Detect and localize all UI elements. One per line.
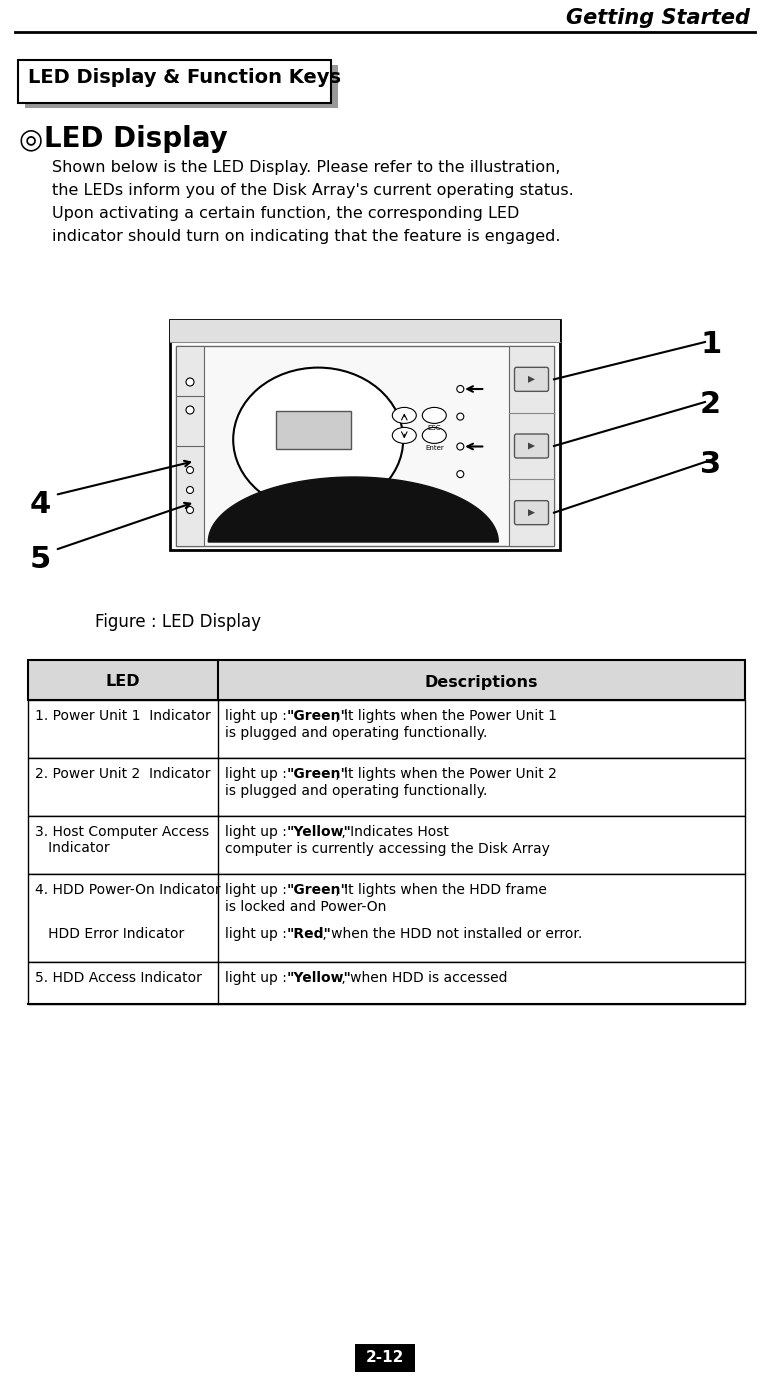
Circle shape [186, 506, 193, 513]
Bar [25, 65, 338, 108]
Bar [28, 659, 745, 700]
Text: light up :: light up : [225, 825, 291, 839]
Circle shape [457, 413, 464, 420]
Bar [355, 1344, 415, 1372]
Text: , It lights when the HDD frame: , It lights when the HDD frame [330, 883, 547, 897]
Text: light up :: light up : [225, 883, 291, 897]
Text: computer is currently accessing the Disk Array: computer is currently accessing the Disk… [225, 842, 550, 855]
Text: 1. Power Unit 1  Indicator: 1. Power Unit 1 Indicator [35, 709, 211, 723]
Ellipse shape [392, 408, 417, 423]
Text: LED Display & Function Keys: LED Display & Function Keys [28, 68, 341, 88]
Text: "Green": "Green" [286, 709, 349, 723]
Text: 2-12: 2-12 [366, 1351, 404, 1366]
FancyBboxPatch shape [514, 434, 548, 458]
Text: LED: LED [105, 675, 140, 690]
Text: 3: 3 [700, 451, 721, 479]
Text: , it lights when the Power Unit 2: , it lights when the Power Unit 2 [330, 766, 557, 780]
Text: Enter: Enter [425, 445, 444, 452]
Text: 4. HDD Power-On Indicator: 4. HDD Power-On Indicator [35, 883, 221, 897]
Text: light up :: light up : [225, 971, 291, 985]
Text: Descriptions: Descriptions [425, 675, 538, 690]
Polygon shape [528, 509, 535, 516]
Bar [176, 346, 204, 547]
Text: , Indicates Host: , Indicates Host [337, 825, 449, 839]
Circle shape [186, 378, 194, 385]
Text: is locked and Power-On: is locked and Power-On [225, 900, 387, 914]
Text: 2. Power Unit 2  Indicator: 2. Power Unit 2 Indicator [35, 766, 210, 780]
Text: Indicator: Indicator [35, 842, 109, 855]
Text: Shown below is the LED Display. Please refer to the illustration,: Shown below is the LED Display. Please r… [52, 160, 561, 175]
Bar [28, 963, 745, 1004]
Text: 3. Host Computer Access: 3. Host Computer Access [35, 825, 209, 839]
Text: ◎: ◎ [18, 125, 42, 153]
Text: "Yellow": "Yellow" [286, 971, 351, 985]
Ellipse shape [233, 367, 403, 512]
Text: , when HDD is accessed: , when HDD is accessed [337, 971, 507, 985]
Ellipse shape [422, 427, 447, 444]
Text: light up :: light up : [225, 766, 291, 780]
Ellipse shape [392, 427, 417, 444]
Circle shape [186, 466, 193, 473]
Text: 5: 5 [30, 545, 52, 574]
Text: Upon activating a certain function, the corresponding LED: Upon activating a certain function, the … [52, 206, 520, 221]
Bar [28, 874, 745, 963]
Text: light up :: light up : [225, 926, 291, 940]
Text: 1: 1 [700, 330, 721, 359]
Text: is plugged and operating functionally.: is plugged and operating functionally. [225, 726, 487, 740]
Polygon shape [528, 442, 535, 449]
Text: the LEDs inform you of the Disk Array's current operating status.: the LEDs inform you of the Disk Array's … [52, 184, 574, 198]
Text: 5. HDD Access Indicator: 5. HDD Access Indicator [35, 971, 202, 985]
Text: "Green": "Green" [286, 883, 349, 897]
Circle shape [186, 487, 193, 494]
Bar [276, 410, 350, 449]
Bar [28, 758, 745, 817]
Bar [28, 817, 745, 874]
Ellipse shape [422, 408, 447, 423]
Text: HDD Error Indicator: HDD Error Indicator [35, 926, 184, 940]
Bar [509, 346, 554, 547]
Text: LED Display: LED Display [44, 125, 228, 153]
Polygon shape [209, 477, 498, 542]
Text: "Red": "Red" [286, 926, 331, 940]
Circle shape [457, 442, 464, 451]
Bar [176, 346, 554, 547]
Text: Figure : LED Display: Figure : LED Display [95, 613, 261, 632]
Text: "Yellow": "Yellow" [286, 825, 351, 839]
Text: 4: 4 [30, 490, 52, 519]
Text: Getting Started: Getting Started [566, 8, 750, 28]
Bar [28, 700, 745, 758]
Text: ESC: ESC [427, 426, 441, 431]
Text: light up :: light up : [225, 709, 291, 723]
Circle shape [457, 385, 464, 392]
Text: "Green": "Green" [286, 766, 349, 780]
Text: indicator should turn on indicating that the feature is engaged.: indicator should turn on indicating that… [52, 230, 561, 243]
FancyBboxPatch shape [514, 501, 548, 524]
Bar [170, 320, 560, 549]
Text: , when the HDD not installed or error.: , when the HDD not installed or error. [318, 926, 582, 940]
Circle shape [457, 470, 464, 477]
Circle shape [186, 406, 194, 415]
Text: , it lights when the Power Unit 1: , it lights when the Power Unit 1 [330, 709, 557, 723]
Text: 2: 2 [700, 389, 721, 419]
FancyBboxPatch shape [514, 367, 548, 391]
Polygon shape [528, 376, 535, 383]
Text: is plugged and operating functionally.: is plugged and operating functionally. [225, 785, 487, 798]
Bar [170, 320, 560, 342]
Bar [18, 60, 331, 103]
